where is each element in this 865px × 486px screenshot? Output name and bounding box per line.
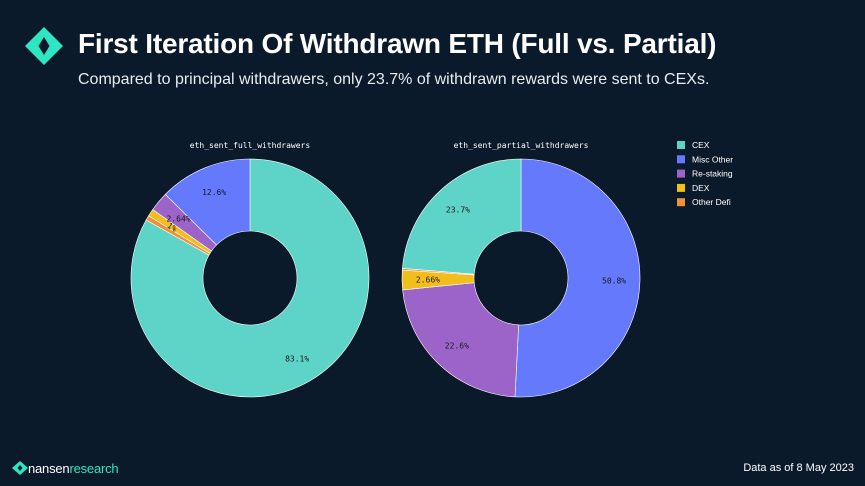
legend-label[interactable]: Re-staking [692, 169, 733, 179]
slice-misc-other[interactable] [514, 158, 641, 398]
legend-label[interactable]: Other Defi [692, 197, 731, 207]
legend-swatch [677, 169, 685, 178]
chart-title: eth_sent_partial_withdrawers [454, 141, 589, 150]
slice-value-label: 2.66% [416, 276, 440, 285]
slice-value-label: 50.8% [602, 276, 626, 285]
brand-wordmark: nansenresearch [28, 460, 119, 476]
chart-legend: CEX Misc Other Re-staking DEX Other Defi [677, 140, 733, 207]
donut-chart-full-withdrawers: eth_sent_full_withdrawers 83.1% 1%2.64% 12… [130, 141, 370, 398]
brand-secondary: research [69, 460, 119, 476]
slice-value-label: 22.6% [445, 341, 469, 350]
slice-cex[interactable] [402, 158, 522, 275]
brand-logo: nansenresearch [12, 459, 119, 477]
nansen-mark-icon [12, 461, 28, 475]
slice-misc-other[interactable] [164, 158, 251, 246]
brand-primary: nansen [28, 460, 70, 476]
page-title: First Iteration Of Withdrawn ETH (Full v… [78, 28, 717, 59]
slice-value-label: 12.6% [202, 188, 226, 197]
slice-cex[interactable] [130, 158, 370, 398]
legend-label[interactable]: DEX [692, 183, 710, 193]
slice-re-staking[interactable] [402, 282, 519, 398]
legend-swatch [677, 141, 685, 149]
slice-value-label: 1% [165, 221, 178, 234]
page-subtitle: Compared to principal withdrawers, only … [78, 71, 710, 88]
legend-label[interactable]: Misc Other [692, 154, 733, 164]
legend-label[interactable]: CEX [692, 140, 710, 150]
donut-chart-partial-withdrawers: eth_sent_partial_withdrawers 50.8% 22.6% 2… [401, 141, 641, 398]
slice-value-label: 83.1% [285, 354, 309, 363]
data-date-note: Data as of 8 May 2023 [743, 462, 854, 474]
slice-value-label: 23.7% [446, 206, 470, 215]
chart-title: eth_sent_full_withdrawers [190, 141, 311, 150]
slice-value-label: 2.64% [167, 214, 191, 223]
nansen-logo-icon [25, 27, 63, 65]
legend-swatch [677, 183, 685, 192]
legend-swatch [677, 155, 685, 164]
legend-swatch [677, 198, 685, 207]
